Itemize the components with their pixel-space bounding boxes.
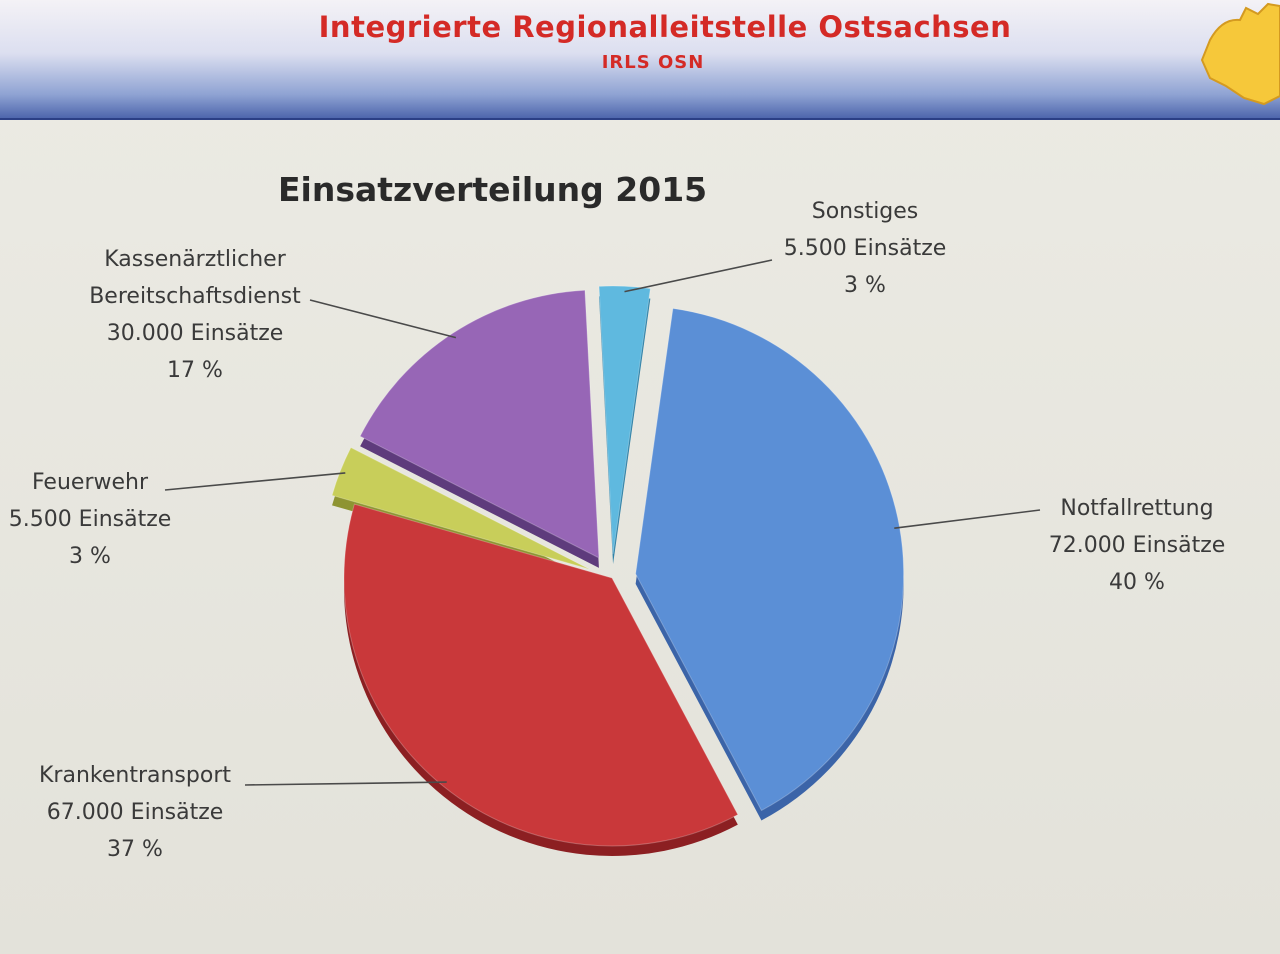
slice-value: 67.000 Einsätze [46,800,224,825]
slice-percent: 3 % [844,273,886,298]
slice-value: 30.000 Einsätze [106,321,284,346]
slice-percent: 17 % [167,358,223,383]
header-subtitle: IRLS OSN [601,52,705,73]
saxony-map-logo [1200,2,1280,106]
pie-slice-sonstiges [598,285,651,555]
leader-line-krankentransport [244,781,447,786]
slice-name: Sonstiges [811,199,919,224]
slice-name-line1: Kassenärztlicher [104,247,286,272]
leader-line-kassenaerztlicher-bereitschaftsdienst [309,299,457,339]
slice-value: 5.500 Einsätze [783,236,947,261]
slide-header: Integrierte Regionalleitstelle Ostsachse… [0,0,1280,120]
slice-value: 72.000 Einsätze [1048,533,1226,558]
label-krankentransport: Krankentransport 67.000 Einsätze 37 % [20,757,250,868]
slice-name-line2: Bereitschaftsdienst [89,284,301,309]
label-sonstiges: Sonstiges 5.500 Einsätze 3 % [760,193,970,304]
label-kassenaerztlicher-bereitschaftsdienst: Kassenärztlicher Bereitschaftsdienst 30.… [70,241,320,389]
slice-name: Notfallrettung [1060,496,1214,521]
slice-value: 5.500 Einsätze [8,507,172,532]
pie-slice-feuerwehr [331,446,590,570]
label-feuerwehr: Feuerwehr 5.500 Einsätze 3 % [0,464,180,575]
pie-slice-krankentransport [343,503,739,847]
pie-chart [164,259,1041,856]
label-notfallrettung: Notfallrettung 72.000 Einsätze 40 % [1022,490,1252,601]
pie-layer [331,285,905,856]
leader-line-notfallrettung [894,509,1041,530]
leader-line-feuerwehr [164,472,346,491]
slice-percent: 3 % [69,544,111,569]
slice-name: Feuerwehr [31,470,149,495]
leader-line-sonstiges [624,259,773,293]
slice-name: Krankentransport [39,763,231,788]
slice-percent: 40 % [1109,570,1165,595]
slice-percent: 37 % [107,837,163,862]
leader-lines [164,259,1041,786]
header-title: Integrierte Regionalleitstelle Ostsachse… [318,10,1012,44]
pie-slice-kassenaerztlicher-bereitschaftsdienst [359,289,600,559]
chart-title: Einsatzverteilung 2015 [278,170,708,209]
